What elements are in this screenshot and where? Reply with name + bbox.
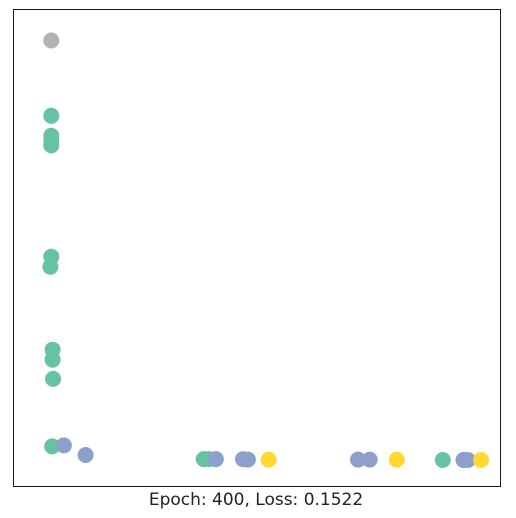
scatter-point-blue <box>350 451 366 468</box>
scatter-point-yellow <box>260 451 277 468</box>
scatter-point-blue <box>207 451 224 468</box>
scatter-point-green <box>45 370 62 387</box>
scatter-point-blue <box>239 451 256 468</box>
x-axis-label: Epoch: 400, Loss: 0.1522 <box>149 490 363 510</box>
scatter-point-green <box>434 452 451 468</box>
scatter-point-yellow <box>388 451 405 468</box>
scatter-point-green <box>43 137 60 154</box>
scatter-point-blue <box>77 447 94 463</box>
scatter-point-blue <box>361 451 378 468</box>
plot-area-frame <box>13 9 501 487</box>
scatter-point-yellow <box>473 452 490 468</box>
scatter-point-green <box>42 258 59 275</box>
scatter-point-green <box>44 438 61 455</box>
points-layer <box>42 32 490 468</box>
scatter-point-blue <box>55 437 72 454</box>
scatter-point-gray <box>43 32 60 49</box>
scatter-point-blue <box>460 452 476 468</box>
scatter-point-green <box>44 351 61 368</box>
scatter-point-green <box>43 107 60 124</box>
